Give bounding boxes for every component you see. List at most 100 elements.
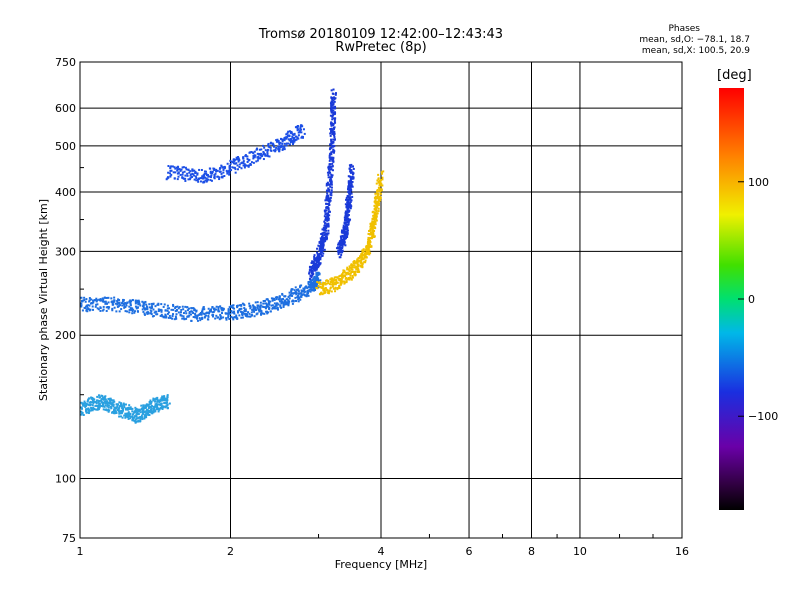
scatter-point — [176, 168, 179, 171]
scatter-point — [154, 403, 157, 406]
scatter-point — [287, 299, 290, 302]
scatter-point — [334, 286, 337, 289]
scatter-point — [238, 304, 241, 307]
scatter-point — [112, 300, 115, 303]
scatter-point — [350, 263, 353, 266]
scatter-point — [277, 140, 280, 143]
scatter-point — [346, 206, 349, 209]
scatter-point — [382, 170, 385, 173]
scatter-point — [319, 283, 322, 286]
scatter-point — [103, 405, 106, 408]
scatter-point — [101, 403, 104, 406]
scatter-point — [192, 173, 195, 176]
scatter-point — [267, 311, 270, 314]
scatter-point — [98, 404, 101, 407]
scatter-point — [191, 310, 194, 313]
scatter-point — [316, 259, 319, 262]
scatter-point — [296, 288, 299, 291]
scatter-point — [138, 408, 141, 411]
scatter-point — [312, 278, 315, 281]
scatter-point — [134, 420, 137, 423]
scatter-point — [331, 104, 334, 107]
scatter-point — [229, 159, 232, 162]
scatter-point — [140, 408, 143, 411]
scatter-point — [331, 129, 334, 132]
scatter-point — [187, 168, 190, 171]
scatter-point — [135, 414, 138, 417]
scatter-point — [228, 306, 231, 309]
scatter-point — [233, 166, 236, 169]
scatter-point — [182, 315, 185, 318]
scatter-point — [288, 297, 291, 300]
scatter-point — [347, 273, 350, 276]
scatter-point — [346, 210, 349, 213]
scatter-point — [155, 397, 158, 400]
scatter-point — [322, 242, 325, 245]
scatter-point — [109, 400, 112, 403]
scatter-point — [252, 309, 255, 312]
scatter-point — [310, 276, 313, 279]
scatter-point — [182, 312, 185, 315]
scatter-point — [87, 408, 90, 411]
x-tick-label: 6 — [466, 545, 473, 558]
scatter-point — [336, 287, 339, 290]
scatter-point — [142, 310, 145, 313]
scatter-point — [124, 412, 127, 415]
scatter-point — [129, 303, 132, 306]
scatter-point — [100, 394, 103, 397]
scatter-point — [191, 168, 194, 171]
scatter-point — [330, 130, 333, 133]
scatter-point — [331, 165, 334, 168]
scatter-point — [318, 241, 321, 244]
scatter-point — [266, 152, 269, 155]
scatter-point — [334, 276, 337, 279]
scatter-point — [265, 154, 268, 157]
scatter-point — [332, 99, 335, 102]
scatter-point — [330, 189, 333, 192]
scatter-point — [358, 259, 361, 262]
scatter-point — [313, 275, 316, 278]
scatter-point — [279, 137, 282, 140]
scatter-point — [330, 103, 333, 106]
scatter-point — [142, 301, 145, 304]
scatter-point — [150, 305, 153, 308]
scatter-point — [154, 400, 157, 403]
scatter-point — [157, 308, 160, 311]
scatter-point — [134, 300, 137, 303]
scatter-point — [93, 407, 96, 410]
scatter-point — [321, 293, 324, 296]
scatter-point — [346, 278, 349, 281]
scatter-point — [376, 189, 379, 192]
scatter-point — [188, 314, 191, 317]
scatter-point — [152, 314, 155, 317]
scatter-point — [149, 309, 152, 312]
scatter-point — [92, 299, 95, 302]
scatter-point — [144, 413, 147, 416]
scatter-point — [262, 144, 265, 147]
scatter-point — [319, 256, 322, 259]
scatter-point — [133, 311, 136, 314]
scatter-point — [315, 263, 318, 266]
scatter-point — [344, 244, 347, 247]
scatter-point — [297, 137, 300, 140]
scatter-point — [312, 285, 315, 288]
scatter-point — [137, 410, 140, 413]
scatter-point — [264, 154, 267, 157]
scatter-point — [247, 164, 250, 167]
scatter-point — [323, 238, 326, 241]
scatter-point — [95, 408, 98, 411]
scatter-point — [234, 171, 237, 174]
scatter-point — [124, 305, 127, 308]
scatter-point — [103, 400, 106, 403]
scatter-point — [173, 166, 176, 169]
scatter-point — [185, 312, 188, 315]
scatter-point — [346, 231, 349, 234]
scatter-point — [376, 194, 379, 197]
scatter-point — [107, 301, 110, 304]
scatter-point — [132, 419, 135, 422]
scatter-point — [205, 174, 208, 177]
scatter-point — [174, 305, 177, 308]
scatter-point — [153, 407, 156, 410]
scatter-point — [185, 317, 188, 320]
scatter-point — [370, 245, 373, 248]
